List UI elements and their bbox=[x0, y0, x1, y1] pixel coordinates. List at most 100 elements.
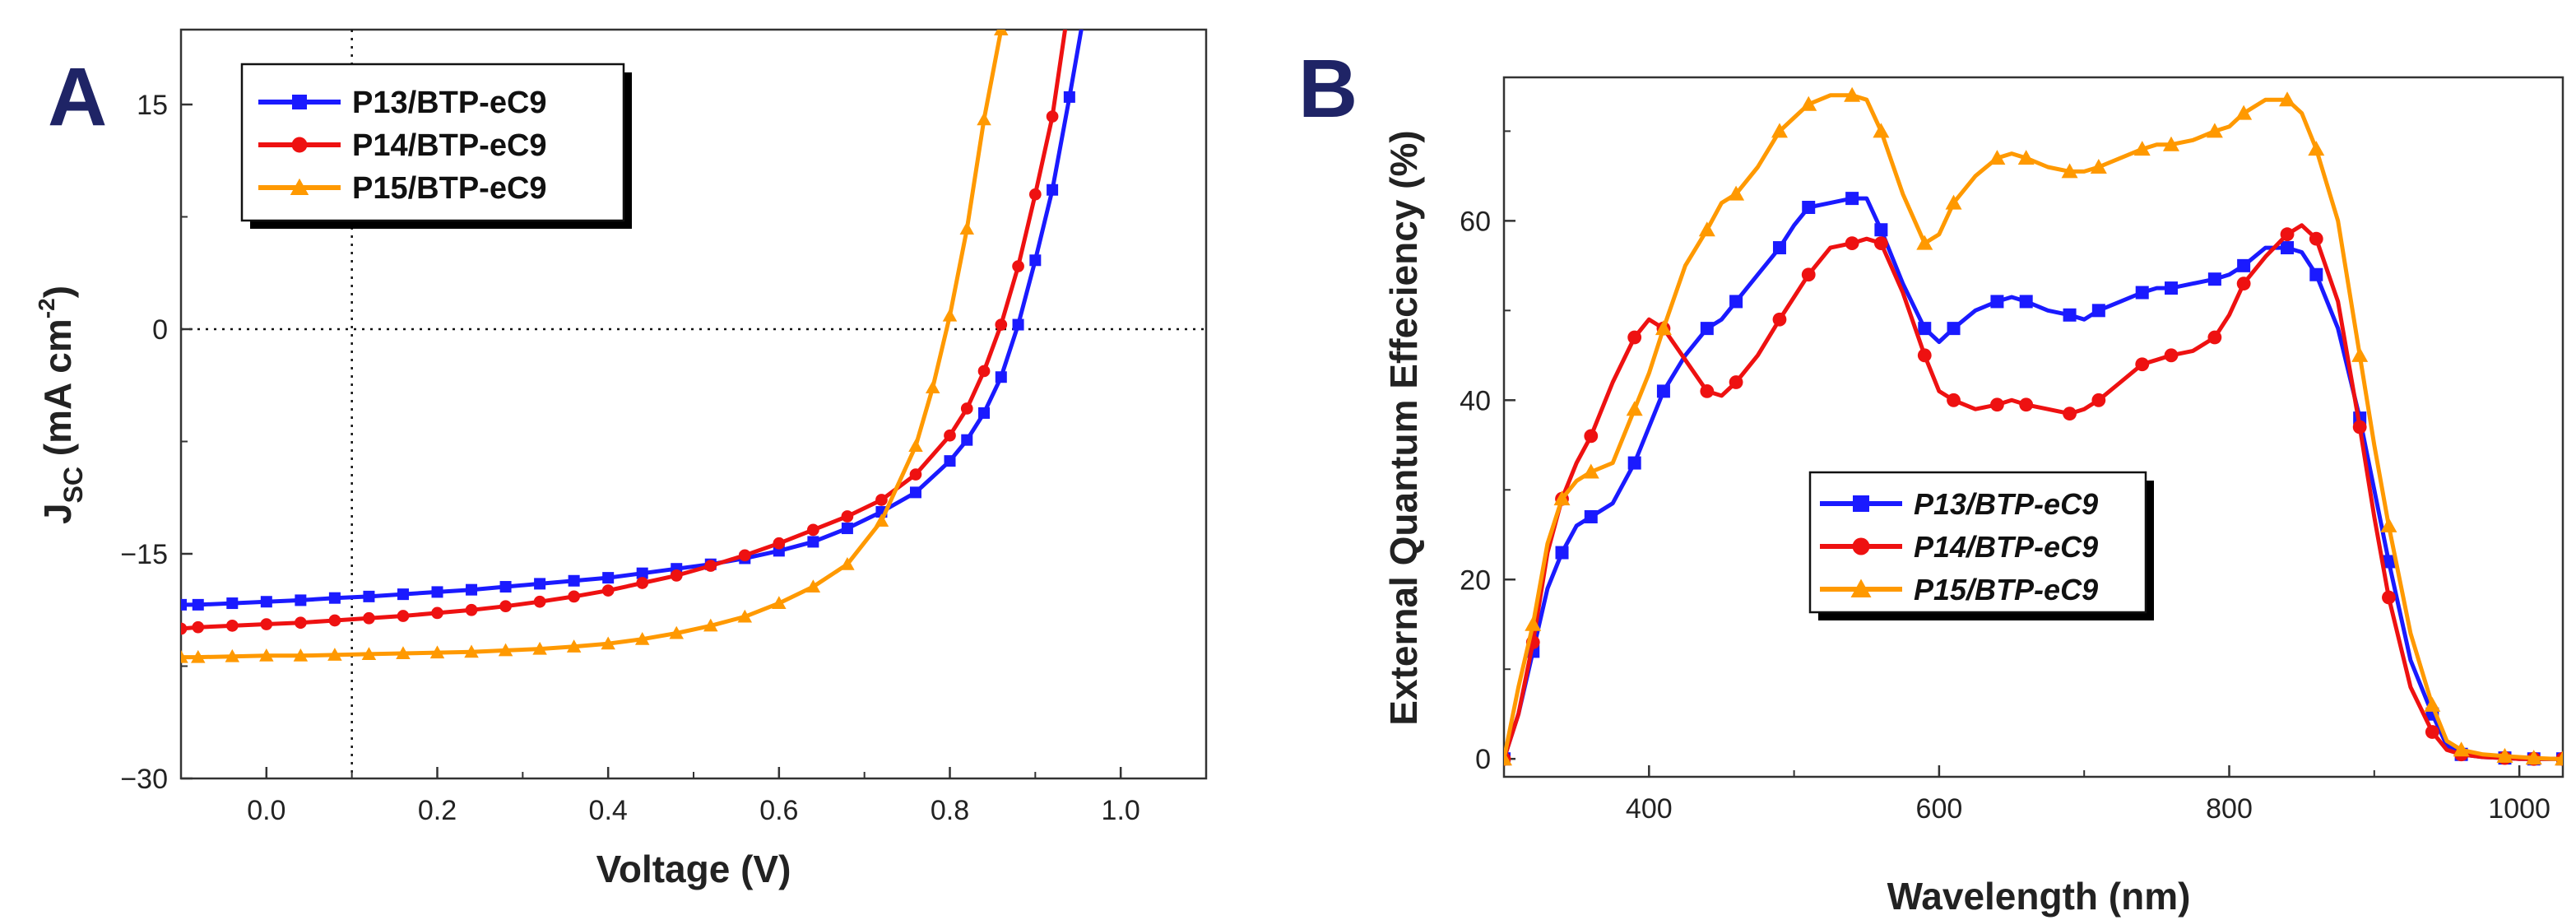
axis-ticks-a: 0.0 0.2 0.4 0.6 0.8 1.0 −30 −15 0 15 bbox=[120, 90, 1207, 826]
data-point bbox=[959, 221, 975, 235]
legend-b-items: P13/BTP-eC9 P14/BTP-eC9 P15/BTP-eC9 bbox=[1820, 487, 2098, 606]
data-point bbox=[2351, 346, 2369, 362]
data-point bbox=[1555, 546, 1569, 560]
data-point bbox=[1627, 330, 1642, 345]
data-point bbox=[807, 536, 819, 548]
legend-a: P13/BTP-eC9 P14/BTP-eC9 P15/BTP-eC9 bbox=[240, 63, 632, 229]
data-point bbox=[2063, 308, 2077, 322]
data-point bbox=[2017, 150, 2035, 165]
legend-label: P15/BTP-eC9 bbox=[1914, 573, 2098, 606]
legend-item: P14/BTP-eC9 bbox=[258, 128, 547, 163]
data-point bbox=[192, 598, 204, 611]
legend-swatch-marker bbox=[291, 137, 308, 153]
data-point bbox=[2019, 397, 2034, 412]
data-point bbox=[978, 407, 991, 419]
data-point bbox=[960, 402, 973, 415]
legend-label: P14/BTP-eC9 bbox=[1914, 530, 2098, 564]
data-point bbox=[396, 646, 411, 660]
data-point bbox=[363, 611, 375, 625]
data-point bbox=[431, 586, 443, 598]
x-tick-label: 800 bbox=[2206, 793, 2253, 825]
data-point bbox=[2380, 517, 2397, 532]
data-point bbox=[2133, 141, 2151, 156]
data-point bbox=[874, 513, 889, 527]
y-tick-label: 0 bbox=[1475, 744, 1491, 775]
legend-swatch-marker bbox=[1850, 578, 1872, 597]
panel-letter-b: B bbox=[1298, 43, 1358, 135]
data-point bbox=[1873, 236, 1888, 251]
legend-label: P15/BTP-eC9 bbox=[352, 171, 547, 206]
y-tick-label: −15 bbox=[120, 539, 168, 570]
data-point bbox=[1584, 509, 1598, 523]
data-point bbox=[738, 549, 751, 562]
legend-item: P13/BTP-eC9 bbox=[1820, 487, 2098, 521]
data-point bbox=[908, 439, 923, 452]
data-point bbox=[1584, 429, 1599, 444]
data-point bbox=[1700, 322, 1714, 336]
data-point bbox=[293, 648, 309, 662]
data-point bbox=[361, 647, 377, 660]
data-point bbox=[1845, 236, 1859, 251]
data-point bbox=[532, 641, 547, 655]
data-point bbox=[533, 595, 546, 608]
data-point bbox=[944, 429, 956, 442]
y-axis-title-a-main: J bbox=[36, 503, 79, 524]
data-point bbox=[1800, 95, 1817, 111]
data-point bbox=[636, 567, 648, 579]
data-point bbox=[841, 510, 854, 523]
y-axis-title-b: External Quantum Effeciency (%) bbox=[1382, 130, 1425, 725]
axis-ticks-b: 400 600 800 1000 0 20 40 60 bbox=[1460, 130, 2550, 825]
data-point bbox=[977, 112, 991, 126]
data-point bbox=[1626, 401, 1643, 416]
x-tick-label: 0.2 bbox=[418, 795, 457, 826]
data-point bbox=[192, 620, 205, 634]
data-point bbox=[1029, 254, 1042, 267]
x-tick-label: 0.8 bbox=[931, 795, 969, 826]
data-point bbox=[1698, 221, 1715, 237]
data-point bbox=[1012, 260, 1024, 272]
data-point bbox=[181, 598, 187, 611]
data-point bbox=[260, 618, 273, 630]
data-point bbox=[1729, 375, 1743, 389]
data-point bbox=[2235, 105, 2253, 120]
data-point bbox=[1046, 110, 1059, 123]
data-point bbox=[2206, 123, 2223, 138]
data-point bbox=[1525, 616, 1542, 631]
data-point bbox=[499, 581, 512, 593]
y-axis-title-a-close: ) bbox=[36, 286, 79, 298]
x-tick-label: 400 bbox=[1626, 793, 1673, 825]
data-point bbox=[225, 648, 240, 662]
legend-item: P15/BTP-eC9 bbox=[258, 171, 547, 206]
data-point bbox=[1802, 201, 1816, 215]
data-point bbox=[1504, 750, 1512, 766]
series-layer-a bbox=[181, 0, 1084, 663]
legend-item: P13/BTP-eC9 bbox=[258, 86, 547, 120]
series-p14-btp-ec9 bbox=[181, 30, 1068, 635]
data-point bbox=[295, 594, 307, 606]
data-point bbox=[2525, 750, 2542, 765]
data-point bbox=[1801, 267, 1816, 282]
panel-a-jv-chart: A 0.0 0.2 0.4 0.6 0.8 1.0 −30 −15 0 15 Voltage (V… bbox=[34, 0, 1208, 890]
x-tick-label: 600 bbox=[1916, 793, 1963, 825]
data-point bbox=[1916, 235, 1933, 250]
data-point bbox=[1627, 456, 1641, 470]
data-point bbox=[328, 614, 341, 627]
data-point bbox=[429, 645, 445, 659]
panel-b-eqe-chart: B 400 600 800 1000 0 20 40 60 Wavelength (nm) E… bbox=[1298, 43, 2564, 918]
data-point bbox=[1028, 188, 1042, 201]
data-point bbox=[1772, 241, 1786, 255]
y-axis-title-a-unit: (mA cm bbox=[36, 318, 79, 467]
legend-swatch-marker bbox=[1853, 495, 1869, 512]
legend-item: P15/BTP-eC9 bbox=[1820, 573, 2098, 606]
data-point bbox=[2162, 136, 2179, 151]
data-point bbox=[1002, 0, 1017, 6]
data-point bbox=[995, 318, 1008, 331]
series-p15-btp-ec9 bbox=[1504, 86, 2563, 766]
data-point bbox=[327, 648, 342, 661]
data-point bbox=[259, 648, 274, 662]
data-point bbox=[260, 596, 272, 608]
data-point bbox=[2309, 267, 2323, 281]
data-point bbox=[1582, 463, 1599, 479]
x-axis-title-b: Wavelength (nm) bbox=[1887, 875, 2191, 918]
data-point bbox=[669, 625, 684, 639]
